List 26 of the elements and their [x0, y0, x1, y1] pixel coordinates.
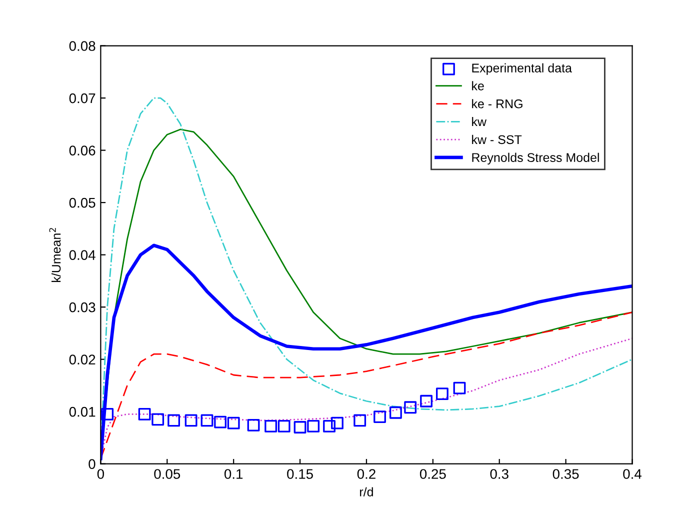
y-tick-label: 0.03: [69, 302, 96, 312]
legend-label: Experimental data: [472, 63, 572, 75]
x-tick-label: 0.2: [357, 469, 376, 479]
y-tick-label: 0: [88, 459, 96, 470]
legend-label: Reynolds Stress Model: [472, 152, 599, 164]
y-tick-label: 0.05: [69, 198, 96, 208]
legend-label: kw: [472, 116, 487, 126]
x-axis-title: r/d: [360, 487, 373, 496]
x-tick-label: 0.25: [420, 469, 446, 479]
y-tick-label: 0.02: [69, 354, 96, 364]
y-tick-label: 0.04: [69, 250, 96, 260]
x-tick-label: 0.35: [552, 469, 579, 479]
y-tick-label: 0.06: [69, 146, 96, 156]
x-tick-label: 0.1: [224, 469, 243, 479]
y-tick-label: 0.07: [69, 93, 96, 104]
legend-label: ke: [472, 81, 484, 90]
x-tick-label: 0.15: [287, 469, 313, 479]
y-tick-label: 0.01: [69, 406, 96, 417]
x-tick-label: 0.05: [154, 469, 180, 479]
y-axis-title: k/Umean$^{2}$: [49, 228, 61, 282]
x-tick-label: 0: [97, 469, 104, 479]
legend-label: ke - RNG: [472, 99, 522, 108]
y-tick-label: 0.08: [69, 41, 96, 51]
x-tick-label: 0.3: [490, 469, 508, 479]
legend-label: kw - SST: [472, 134, 522, 144]
x-tick-label: 0.4: [623, 469, 642, 479]
